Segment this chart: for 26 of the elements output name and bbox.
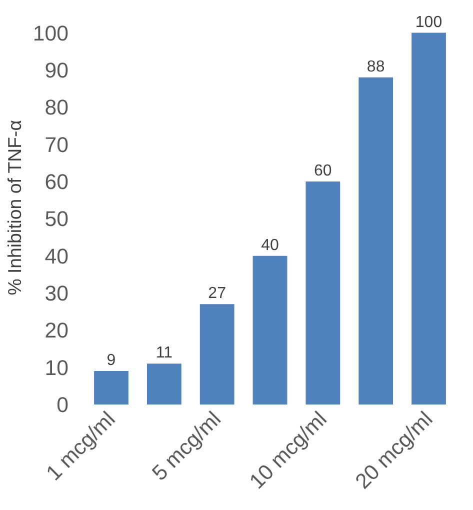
data-label: 40	[261, 236, 279, 254]
y-tick-label: 50	[44, 207, 69, 232]
data-label: 88	[366, 58, 385, 76]
y-tick-label: 90	[44, 58, 69, 82]
y-tick-label: 100	[32, 21, 69, 46]
y-tick-label: 20	[44, 318, 69, 343]
data-label: 9	[106, 352, 116, 370]
bar	[94, 371, 128, 404]
bar	[412, 32, 446, 404]
data-label: 27	[208, 285, 226, 302]
y-axis-title: % Inhibition of TNF-α	[4, 120, 25, 296]
data-label: 100	[415, 14, 442, 31]
y-tick-label: 0	[56, 393, 69, 417]
y-tick-label: 30	[44, 281, 69, 306]
bar	[306, 181, 340, 404]
bar	[252, 256, 288, 404]
y-tick-label: 60	[44, 170, 69, 194]
y-tick-label: 10	[44, 356, 69, 380]
data-label: 60	[314, 162, 332, 180]
y-tick-label: 70	[44, 132, 69, 157]
bar	[146, 364, 182, 404]
y-tick-label: 80	[44, 96, 69, 120]
data-label: 11	[156, 344, 173, 362]
bar	[200, 304, 234, 404]
y-tick-label: 40	[44, 244, 69, 268]
bar	[358, 77, 394, 404]
